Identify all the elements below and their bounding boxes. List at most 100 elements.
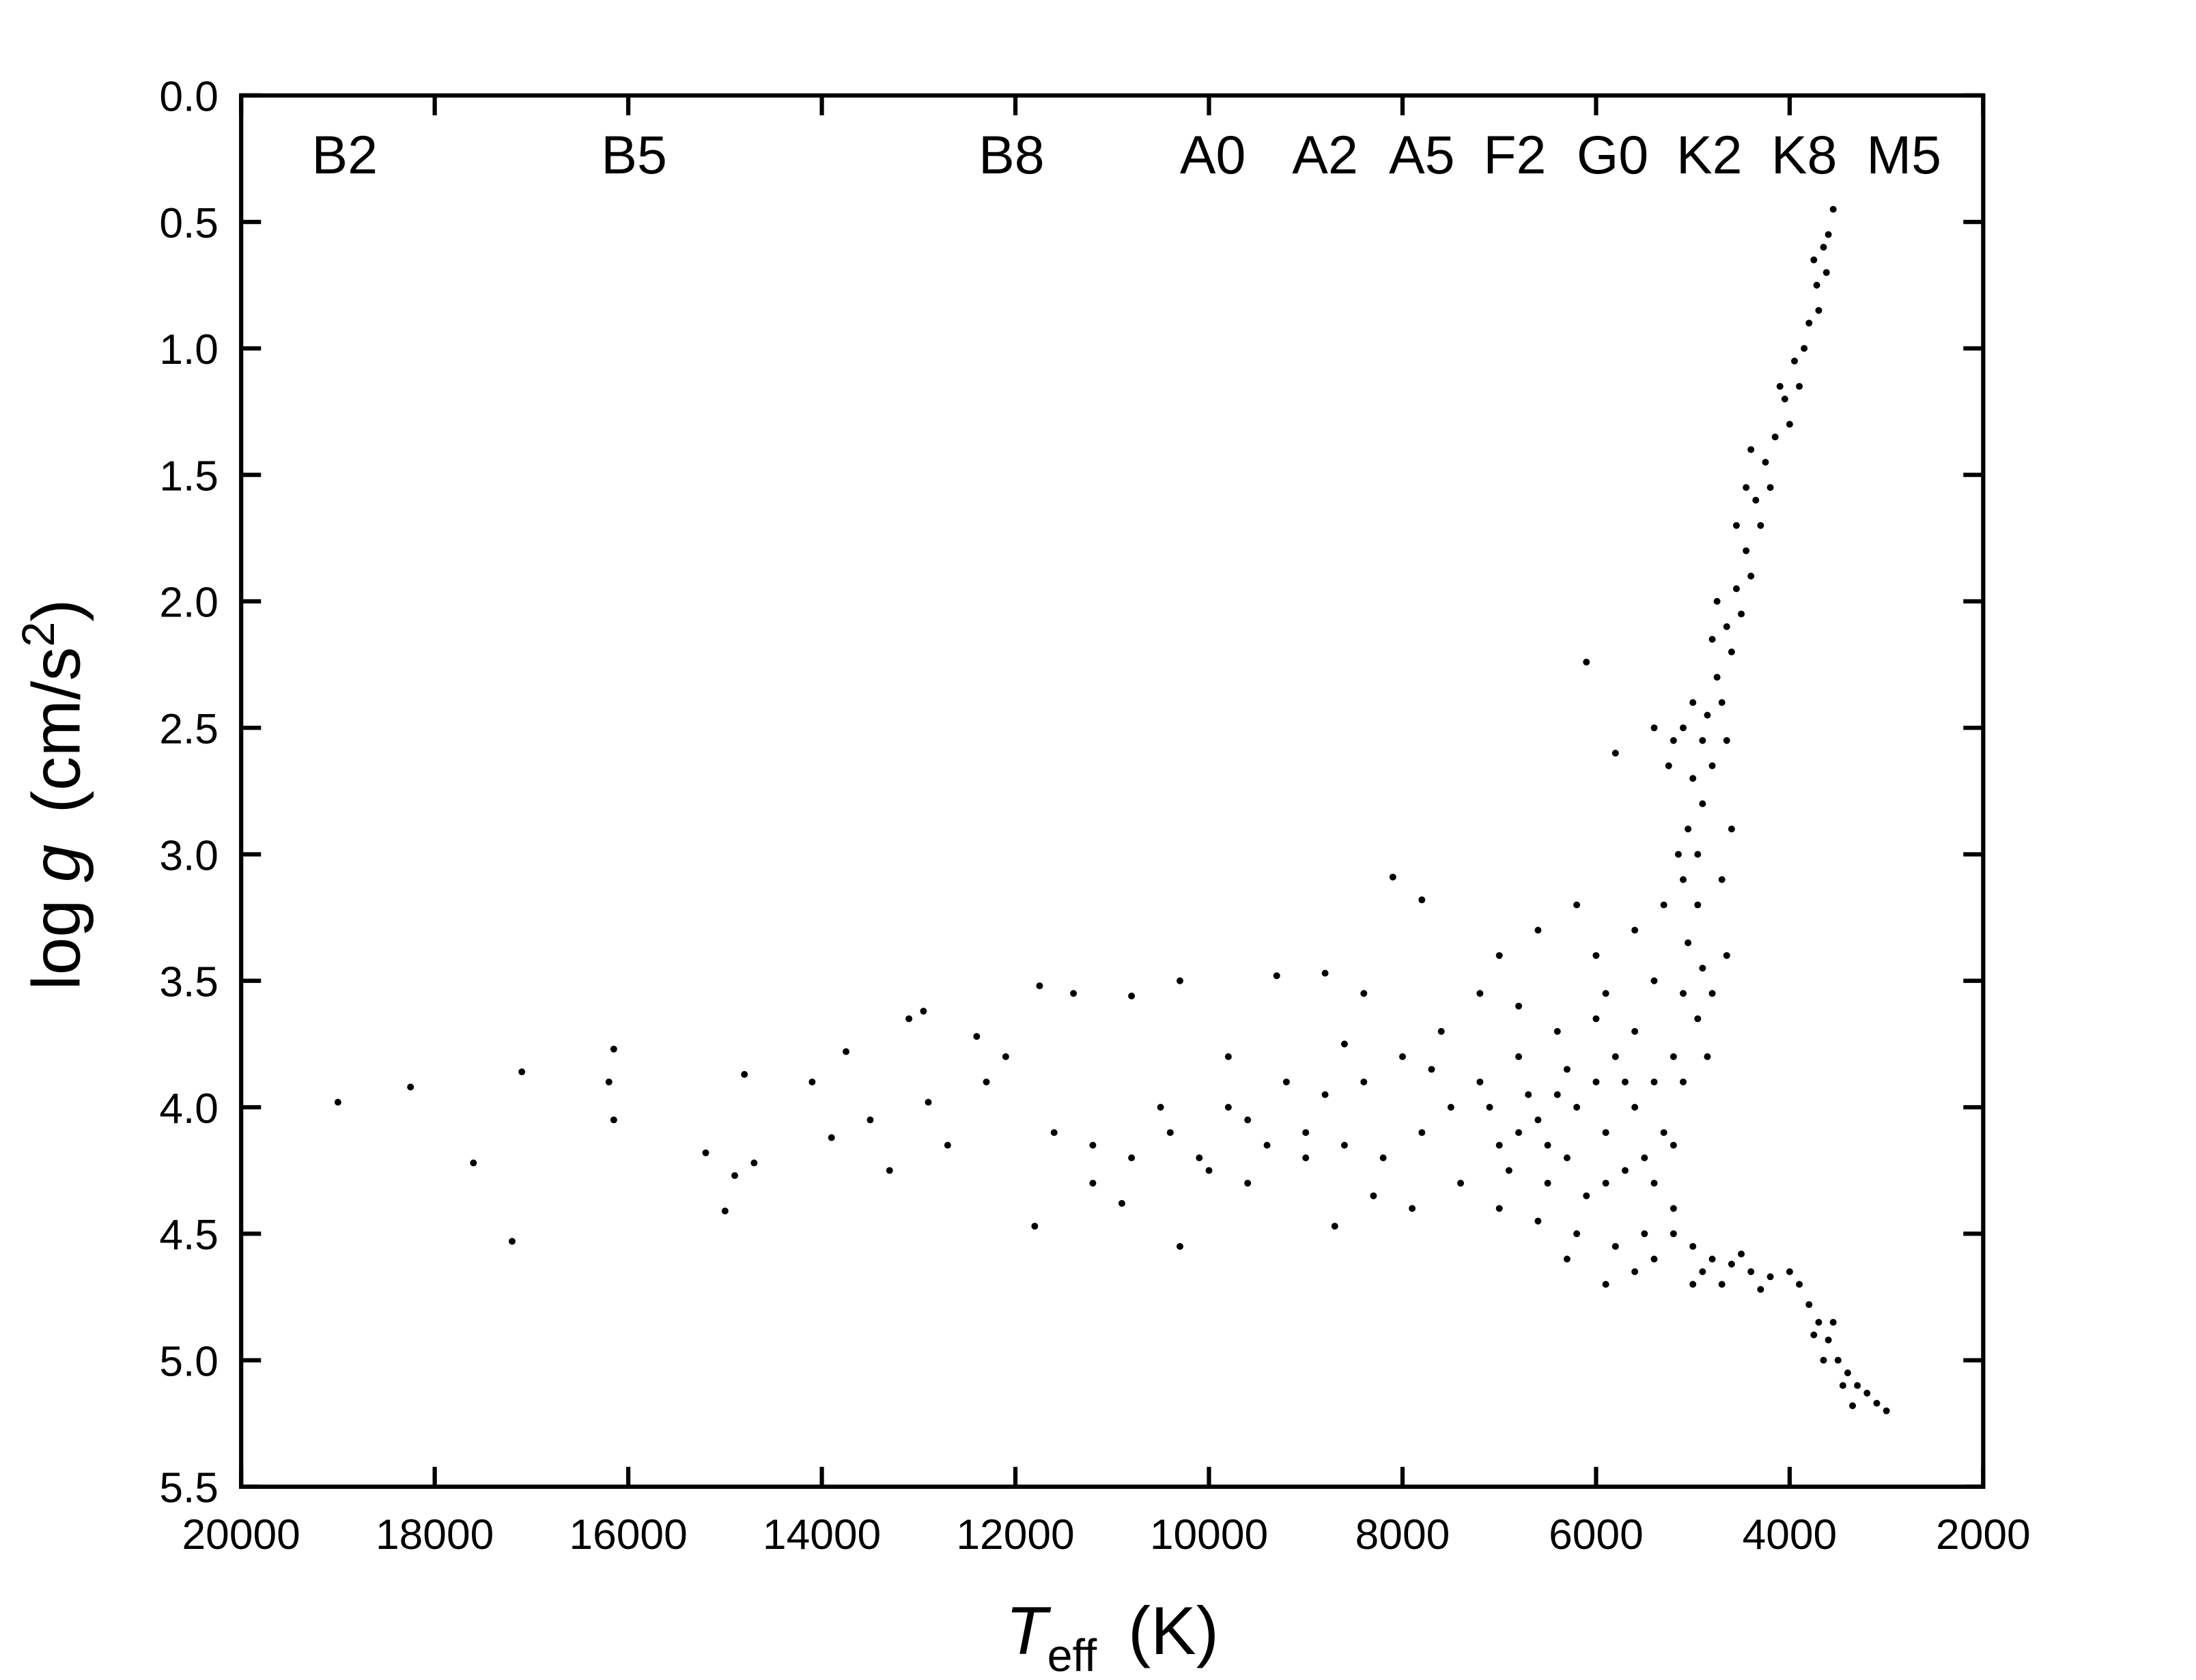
data-point — [702, 1149, 709, 1156]
data-point — [1495, 1141, 1503, 1149]
data-point — [886, 1167, 893, 1174]
y-title-symbol: g — [18, 844, 94, 882]
data-point — [1544, 1141, 1551, 1149]
data-point — [1340, 1141, 1348, 1149]
data-point — [1810, 1331, 1818, 1339]
data-point — [1728, 1260, 1735, 1268]
data-point — [1534, 1116, 1542, 1124]
data-point — [920, 1008, 927, 1015]
data-point — [1849, 1402, 1857, 1410]
data-point — [1166, 1129, 1174, 1137]
data-point — [1752, 496, 1760, 504]
data-point — [1534, 926, 1542, 934]
spectral-type-label: M5 — [1866, 125, 1941, 185]
data-point — [721, 1207, 729, 1214]
data-point — [973, 1033, 981, 1040]
data-point — [1713, 674, 1721, 681]
y-tick-label: 1.0 — [159, 326, 219, 373]
data-point — [1602, 1180, 1609, 1187]
data-point — [1118, 1199, 1125, 1207]
x-title-unit: (K) — [1128, 1593, 1219, 1669]
data-point — [867, 1116, 874, 1124]
data-point — [1660, 1129, 1667, 1137]
x-tick-label: 2000 — [1936, 1511, 2031, 1558]
data-point — [925, 1098, 932, 1106]
data-point — [1660, 901, 1667, 909]
data-point — [1704, 711, 1711, 719]
data-point — [1680, 1078, 1687, 1085]
data-point — [407, 1083, 414, 1091]
data-point — [1834, 1356, 1842, 1364]
y-tick-label: 2.0 — [159, 580, 219, 627]
data-point — [1515, 1002, 1523, 1010]
data-point — [1282, 1078, 1290, 1085]
data-point — [1738, 610, 1745, 618]
data-point — [1370, 1192, 1377, 1199]
data-point — [334, 1098, 341, 1106]
data-point — [1089, 1141, 1097, 1149]
data-point — [1680, 724, 1687, 732]
data-point — [1089, 1180, 1097, 1187]
data-point — [1805, 1301, 1813, 1309]
data-point — [1177, 977, 1183, 984]
data-point — [1718, 699, 1726, 707]
x-tick-label: 20000 — [182, 1511, 300, 1558]
data-point — [1428, 1066, 1435, 1073]
data-point — [1699, 737, 1706, 744]
y-tick-label: 0.5 — [159, 200, 219, 247]
data-point — [610, 1116, 617, 1124]
x-tick-label: 14000 — [763, 1511, 881, 1558]
data-point — [1820, 1356, 1827, 1364]
x-tick-label: 10000 — [1150, 1511, 1268, 1558]
data-point — [1813, 281, 1820, 289]
spectral-type-label: A0 — [1180, 125, 1246, 185]
data-point — [1592, 1078, 1600, 1085]
x-title-subscript: eff — [1047, 1631, 1097, 1680]
data-point — [1708, 1255, 1716, 1263]
data-point — [1621, 1167, 1629, 1174]
data-point — [1495, 952, 1503, 959]
data-point — [1791, 357, 1798, 365]
data-point — [1273, 972, 1280, 980]
spectral-type-label: B8 — [979, 125, 1045, 185]
data-point — [1650, 1180, 1658, 1187]
data-point — [1641, 1154, 1648, 1162]
data-point — [1670, 737, 1677, 744]
data-point — [1713, 597, 1721, 605]
data-point — [1583, 658, 1590, 666]
x-title-symbol: T — [1006, 1593, 1052, 1669]
x-tick-label: 18000 — [376, 1511, 494, 1558]
data-point — [1631, 1027, 1639, 1035]
data-point — [1732, 585, 1740, 593]
data-point — [1418, 1129, 1426, 1137]
data-point — [1805, 319, 1813, 327]
y-tick-label: 1.5 — [159, 453, 219, 500]
data-point — [1224, 1104, 1232, 1111]
data-point — [1592, 952, 1600, 959]
data-point — [1704, 1053, 1711, 1060]
data-point — [1883, 1407, 1890, 1414]
data-point — [1177, 1242, 1183, 1250]
data-point — [1157, 1104, 1164, 1111]
data-point — [1766, 484, 1774, 492]
data-point — [1621, 1078, 1629, 1085]
data-point — [1650, 1255, 1658, 1263]
data-point — [1437, 1027, 1445, 1035]
data-point — [1829, 1319, 1837, 1326]
y-tick-label: 4.0 — [159, 1085, 219, 1133]
data-point — [1680, 876, 1687, 883]
data-point — [1728, 825, 1735, 833]
spectral-type-label: G0 — [1577, 125, 1648, 185]
spectral-type-label: K2 — [1676, 125, 1743, 185]
data-point — [1694, 901, 1702, 909]
data-point — [1244, 1116, 1252, 1124]
data-point — [1743, 547, 1750, 554]
data-point — [1689, 1242, 1697, 1250]
data-point — [1379, 1154, 1387, 1162]
spectral-type-label: A5 — [1389, 125, 1455, 185]
data-point — [1515, 1129, 1523, 1137]
data-point — [905, 1015, 913, 1023]
x-tick-label: 8000 — [1355, 1511, 1450, 1558]
data-point — [1699, 965, 1706, 972]
data-point — [1738, 1250, 1745, 1257]
